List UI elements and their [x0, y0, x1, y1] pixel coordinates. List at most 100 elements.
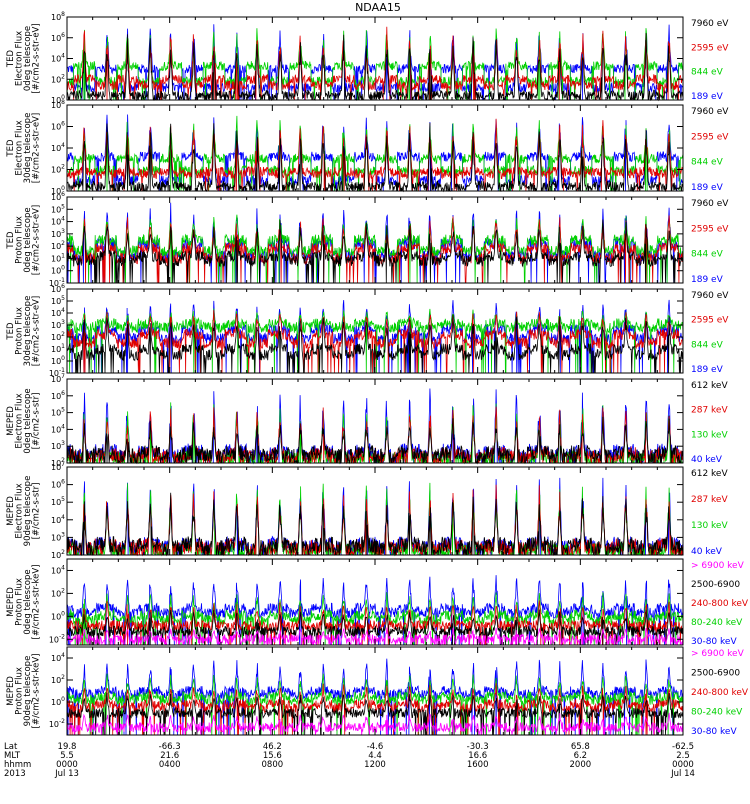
x-tick-label: 1200 — [364, 760, 386, 770]
x-tick-label: Jul 14 — [670, 769, 695, 779]
y-axis-label: 0deg telescope — [23, 26, 33, 91]
legend-entry: 130 keV — [691, 430, 728, 440]
legend-entry: 612 keV — [691, 469, 728, 479]
x-tick-label: 19.8 — [58, 742, 77, 752]
legend-entry: 2595 eV — [691, 132, 729, 142]
y-tick-label: 106 — [51, 479, 65, 490]
legend-entry: > 6900 keV — [691, 561, 745, 571]
x-tick-label: 2000 — [570, 760, 592, 770]
series-line-ted-p-30-3 — [66, 299, 684, 374]
x-axis-row-label: 2013 — [4, 769, 26, 779]
series-line-meped-e-0-0 — [66, 416, 684, 465]
y-tick-label: 104 — [51, 216, 65, 227]
y-axis-label: Proton Flux — [15, 216, 25, 264]
y-tick-label: 104 — [51, 514, 65, 525]
legend-entry: 287 keV — [691, 406, 728, 416]
y-axis-label: Proton Flux — [15, 307, 25, 355]
series-line-ted-e-30-3 — [66, 114, 684, 192]
x-tick-label: 21.6 — [160, 751, 179, 761]
y-axis-label: 0deg telescope — [23, 388, 33, 453]
x-tick-label: -4.6 — [367, 742, 384, 752]
legend-entry: 7960 eV — [691, 19, 729, 29]
y-axis-label: TED — [6, 139, 16, 158]
x-tick-label: 2.5 — [676, 751, 690, 761]
x-tick-label: 15.6 — [263, 751, 282, 761]
y-tick-label: 101 — [51, 252, 65, 263]
legend-entry: 2595 eV — [691, 43, 729, 53]
legend-entry: 612 keV — [691, 381, 728, 391]
legend-entry: > 6900 keV — [691, 649, 745, 659]
legend-entry: 2500-6900 — [691, 580, 740, 590]
y-tick-label: 104 — [51, 423, 65, 434]
series-line-ted-e-0-1 — [66, 26, 684, 101]
y-axis-label: Electron Flux — [15, 31, 25, 86]
y-tick-label: 100 — [51, 94, 65, 105]
x-tick-label: 65.8 — [571, 742, 590, 752]
y-axis-label: Electron Flux — [15, 393, 25, 448]
y-tick-label: 103 — [51, 531, 65, 542]
x-tick-label: -66.3 — [159, 742, 181, 752]
legend-entry: 80-240 keV — [691, 708, 743, 718]
y-tick-label: 100 — [51, 696, 65, 707]
legend-entry: 30-80 keV — [691, 637, 737, 647]
legend-entry: 30-80 keV — [691, 727, 737, 737]
y-tick-label: 103 — [51, 319, 65, 330]
y-axis-label: Proton Flux — [15, 667, 25, 715]
legend-entry: 40 keV — [691, 455, 723, 465]
y-tick-label: 107 — [51, 373, 65, 384]
y-tick-label: 100 — [51, 265, 65, 276]
y-tick-label: 10-1 — [49, 277, 65, 288]
y-tick-label: 102 — [51, 164, 65, 175]
x-tick-label: 16.6 — [468, 751, 487, 761]
y-tick-label: 102 — [51, 457, 65, 468]
y-axis-label: 0deg telescope — [23, 569, 33, 634]
y-axis-label: [#/cm2-s-str-eV] — [32, 296, 42, 366]
chart-title: NDAA15 — [355, 1, 401, 14]
legend-entry: 844 eV — [691, 340, 724, 350]
series-line-meped-p-0-4 — [66, 575, 684, 646]
y-tick-label: 104 — [51, 652, 65, 663]
y-axis-label: TED — [6, 231, 16, 250]
y-tick-label: 104 — [51, 53, 65, 64]
x-tick-label: 46.2 — [263, 742, 282, 752]
y-axis-label: Electron Flux — [15, 483, 25, 538]
legend-entry: 40 keV — [691, 547, 723, 557]
y-axis-label: [#/cm2-s-str-keV] — [32, 654, 42, 729]
series-line-meped-p-90-3 — [66, 673, 684, 736]
legend-entry: 189 eV — [691, 92, 724, 102]
y-tick-label: 108 — [51, 11, 65, 22]
y-axis-label: 90deg telescope — [23, 656, 33, 727]
x-tick-label: 1600 — [467, 760, 489, 770]
legend-entry: 2500-6900 — [691, 669, 740, 679]
y-axis-label: [#/cm2-s-str] — [32, 393, 42, 450]
y-tick-label: 106 — [51, 283, 65, 294]
x-tick-label: 4.4 — [368, 751, 382, 761]
series-line-ted-p-0-2 — [66, 214, 684, 284]
y-axis-label: MEPED — [6, 587, 16, 617]
y-tick-label: 100 — [51, 610, 65, 621]
series-line-meped-p-0-3 — [66, 592, 684, 646]
y-axis-label: MEPED — [6, 496, 16, 526]
x-tick-label: 6.2 — [574, 751, 588, 761]
y-axis-label: [#/cm2-s-str-eV] — [32, 113, 42, 183]
x-tick-label: 0000 — [56, 760, 78, 770]
y-tick-label: 102 — [51, 674, 65, 685]
y-axis-label: TED — [6, 322, 16, 341]
x-tick-label: -30.3 — [467, 742, 489, 752]
y-tick-label: 102 — [51, 331, 65, 342]
y-tick-label: 102 — [51, 73, 65, 84]
y-tick-label: 104 — [51, 564, 65, 575]
y-axis-label: 30deg telescope — [23, 296, 33, 367]
x-axis-row-label: hhmm — [4, 760, 31, 770]
legend-entry: 80-240 keV — [691, 618, 743, 628]
x-tick-label: 0800 — [262, 760, 284, 770]
y-axis-label: Electron Flux — [15, 120, 25, 175]
